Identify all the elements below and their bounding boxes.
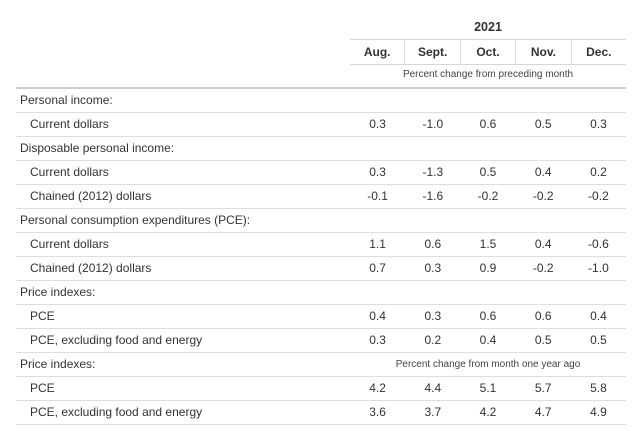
value-cell: 0.3 xyxy=(369,117,386,131)
value-cell: 0.5 xyxy=(479,165,497,179)
table-row: Current dollars 1.1 0.6 1.5 0.4 -0.6 xyxy=(16,233,626,257)
value-cell: -1.0 xyxy=(422,117,444,131)
row-values: 0.3 -1.3 0.5 0.4 0.2 xyxy=(350,161,626,184)
value-cell: 0.4 xyxy=(369,309,386,323)
value-cell: 0.6 xyxy=(424,237,442,251)
value-cell: -0.2 xyxy=(532,261,554,275)
value-cell: 0.7 xyxy=(369,261,386,275)
table-body: Personal income: Current dollars 0.3 -1.0 0.… xyxy=(16,89,626,425)
value-cell: 4.9 xyxy=(590,405,607,419)
value-cell: 0.4 xyxy=(534,237,552,251)
section-label: Price indexes: xyxy=(20,285,96,299)
table-row: PCE, excluding food and energy 0.3 0.2 0.4 0… xyxy=(16,329,626,353)
row-values: 3.6 3.7 4.2 4.7 4.9 xyxy=(350,401,626,424)
value-cell: 0.3 xyxy=(424,309,442,323)
value-cell: 4.7 xyxy=(534,405,552,419)
value-cell: 0.5 xyxy=(590,333,607,347)
section-header-row: Price indexes: Percent change from month … xyxy=(16,353,626,377)
section-header-row: Personal income: xyxy=(16,89,626,113)
value-cell: 3.7 xyxy=(424,405,442,419)
month-header: Oct. xyxy=(459,40,515,64)
section-header-row: Personal consumption expenditures (PCE): xyxy=(16,209,626,233)
value-cell: 1.1 xyxy=(369,237,386,251)
row-label: Current dollars xyxy=(30,117,109,131)
row-values: 0.4 0.3 0.6 0.6 0.4 xyxy=(350,305,626,328)
value-cell: 0.3 xyxy=(369,165,386,179)
value-cell: 0.9 xyxy=(479,261,497,275)
value-cell: 0.2 xyxy=(590,165,607,179)
value-cell: 0.4 xyxy=(479,333,497,347)
value-cell: 4.2 xyxy=(479,405,497,419)
row-label: Chained (2012) dollars xyxy=(30,189,152,203)
table-row: Chained (2012) dollars -0.1 -1.6 -0.2 -0.2 -0… xyxy=(16,185,626,209)
section-label: Price indexes: xyxy=(20,357,96,371)
row-label: Current dollars xyxy=(30,237,109,251)
value-cell: -1.6 xyxy=(422,189,444,203)
table-row: Current dollars 0.3 -1.0 0.6 0.5 0.3 xyxy=(16,113,626,137)
table-row: PCE 0.4 0.3 0.6 0.6 0.4 xyxy=(16,305,626,329)
row-label: PCE xyxy=(30,381,55,395)
row-values: 0.3 0.2 0.4 0.5 0.5 xyxy=(350,329,626,352)
value-cell: 5.7 xyxy=(534,381,552,395)
value-cell: 3.6 xyxy=(369,405,386,419)
value-cell: 0.3 xyxy=(369,333,386,347)
unit-note: Percent change from month one year ago xyxy=(395,359,581,370)
month-header: Aug. xyxy=(363,45,391,59)
table-row: PCE 4.2 4.4 5.1 5.7 5.8 xyxy=(16,377,626,401)
value-cell: 0.3 xyxy=(424,261,442,275)
value-cell: -0.2 xyxy=(477,189,499,203)
row-label: Chained (2012) dollars xyxy=(30,261,152,275)
year-header: 2021 xyxy=(474,20,502,34)
row-label: PCE xyxy=(30,309,55,323)
table-row: Current dollars 0.3 -1.3 0.5 0.4 0.2 xyxy=(16,161,626,185)
section-label: Personal consumption expenditures (PCE): xyxy=(20,213,251,227)
month-header: Nov. xyxy=(515,40,570,64)
row-values: 0.3 -1.0 0.6 0.5 0.3 xyxy=(350,113,626,136)
value-cell: 5.1 xyxy=(479,381,497,395)
row-label: PCE, excluding food and energy xyxy=(30,405,203,419)
value-cell: 0.6 xyxy=(479,309,497,323)
row-values: -0.1 -1.6 -0.2 -0.2 -0.2 xyxy=(350,185,626,208)
value-cell: 1.5 xyxy=(479,237,497,251)
section-header-row: Disposable personal income: xyxy=(16,137,626,161)
value-cell: 0.3 xyxy=(590,117,607,131)
row-label: Current dollars xyxy=(30,165,109,179)
value-cell: -0.1 xyxy=(367,189,388,203)
month-header-row: Aug. Sept. Oct. Nov. Dec. xyxy=(350,40,626,64)
year-divider xyxy=(350,39,626,40)
value-cell: 5.8 xyxy=(590,381,607,395)
value-cell: -1.3 xyxy=(422,165,444,179)
month-header: Sept. xyxy=(404,40,459,64)
section-header-row: Price indexes: xyxy=(16,281,626,305)
value-cell: 0.4 xyxy=(590,309,607,323)
value-cell: 4.2 xyxy=(369,381,386,395)
value-cell: 0.5 xyxy=(534,117,552,131)
value-cell: 0.2 xyxy=(424,333,442,347)
row-values: 0.7 0.3 0.9 -0.2 -1.0 xyxy=(350,257,626,280)
section-label: Personal income: xyxy=(20,93,113,107)
table-row: Chained (2012) dollars 0.7 0.3 0.9 -0.2 -1.0 xyxy=(16,257,626,281)
month-header: Dec. xyxy=(570,40,626,64)
row-label: PCE, excluding food and energy xyxy=(30,333,203,347)
section-label: Disposable personal income: xyxy=(20,141,175,155)
value-cell: 0.6 xyxy=(534,309,552,323)
value-cell: -0.2 xyxy=(588,189,609,203)
value-cell: -0.6 xyxy=(588,237,609,251)
value-cell: -0.2 xyxy=(532,189,554,203)
table-row: PCE, excluding food and energy 3.6 3.7 4.2 4… xyxy=(16,401,626,425)
value-cell: 4.4 xyxy=(424,381,442,395)
row-values: 1.1 0.6 1.5 0.4 -0.6 xyxy=(350,233,626,256)
value-cell: 0.5 xyxy=(534,333,552,347)
header-divider xyxy=(16,87,626,89)
month-divider xyxy=(350,64,626,65)
value-cell: 0.4 xyxy=(534,165,552,179)
row-values: 4.2 4.4 5.1 5.7 5.8 xyxy=(350,377,626,400)
value-cell: 0.6 xyxy=(479,117,497,131)
unit-note: Percent change from preceding month xyxy=(402,69,574,80)
value-cell: -1.0 xyxy=(588,261,609,275)
